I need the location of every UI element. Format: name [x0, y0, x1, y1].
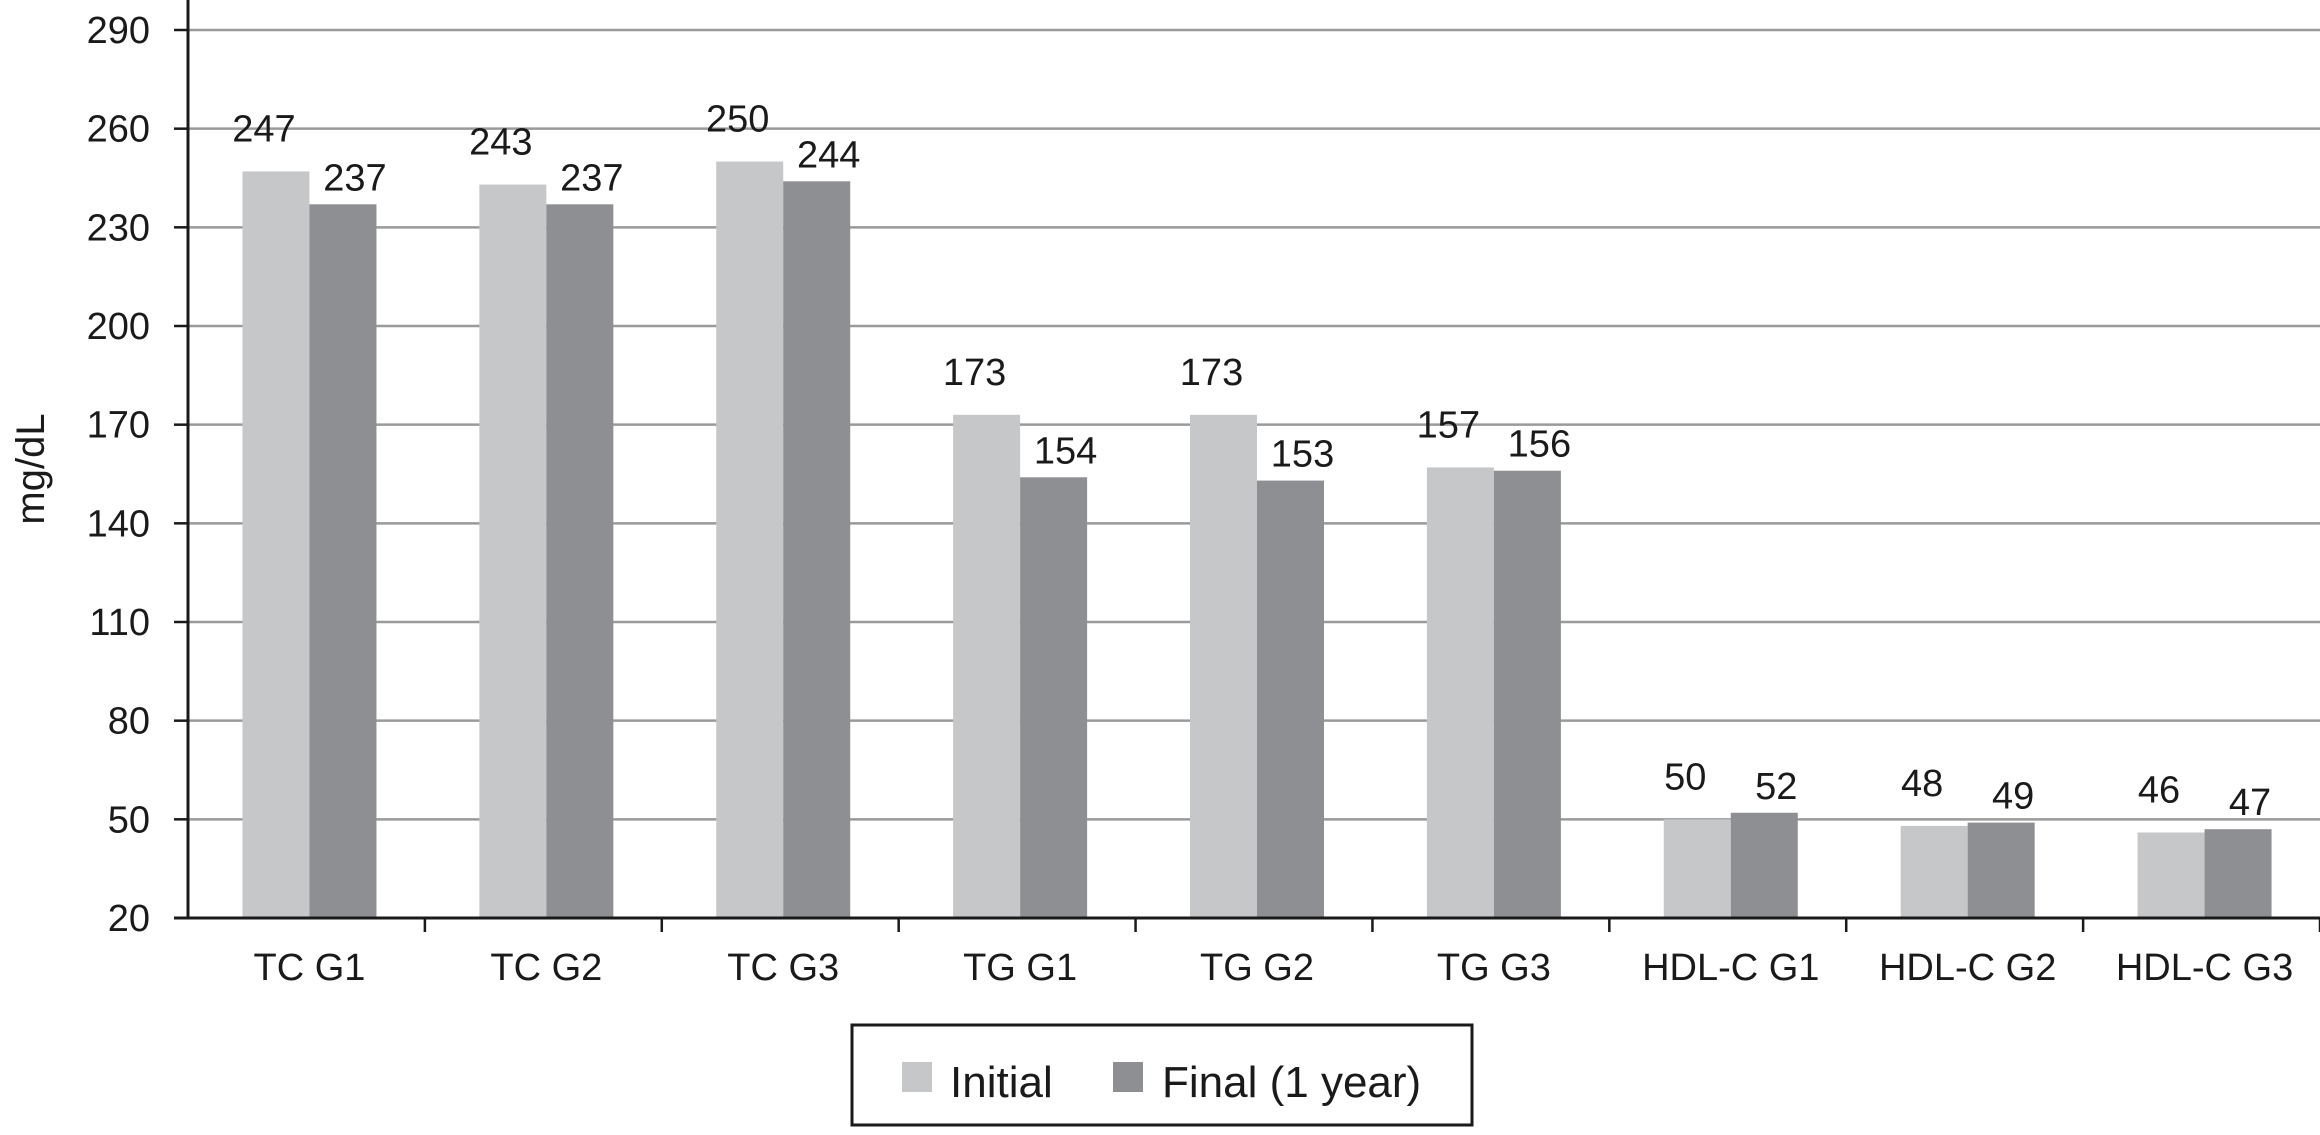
y-tick-label: 140	[87, 503, 150, 545]
bar-layer	[242, 161, 2272, 919]
bar	[1663, 819, 1731, 918]
data-label: 250	[706, 99, 769, 141]
bar	[716, 161, 784, 919]
data-label: 156	[1508, 424, 1571, 466]
legend-label-final: Final (1 year)	[1162, 1058, 1421, 1107]
bar	[1020, 477, 1088, 918]
y-axis-title: mg/dL	[9, 413, 53, 524]
bar	[1900, 825, 1968, 918]
data-label: 173	[1180, 352, 1243, 394]
data-label: 52	[1755, 766, 1797, 808]
data-label: 247	[232, 108, 295, 150]
category-label: TC G3	[727, 947, 839, 989]
data-label: 49	[1992, 776, 2034, 818]
data-label: 173	[943, 352, 1006, 394]
legend-label-initial: Initial	[950, 1058, 1053, 1107]
category-label: TG G1	[963, 947, 1077, 989]
bar	[2137, 832, 2205, 918]
bar	[1967, 822, 2035, 918]
data-label: 47	[2229, 782, 2271, 824]
data-label: 244	[797, 134, 860, 176]
data-label: 46	[2138, 769, 2180, 811]
y-tick-label: 170	[87, 405, 150, 447]
data-label: 153	[1271, 434, 1334, 476]
category-label: HDL-C G2	[1879, 947, 2056, 989]
data-label: 154	[1034, 430, 1097, 472]
y-tick-label: 20	[108, 898, 150, 940]
bar	[546, 204, 614, 919]
legend-swatch-initial	[902, 1062, 932, 1092]
category-label: TC G1	[253, 947, 365, 989]
data-label: 50	[1664, 756, 1706, 798]
y-tick-label: 260	[87, 109, 150, 151]
data-label: 237	[323, 157, 386, 199]
y-tick-label: 230	[87, 207, 150, 249]
bar	[1426, 467, 1494, 918]
category-label: TG G3	[1437, 947, 1551, 989]
y-tick-label: 80	[108, 701, 150, 743]
bar	[1493, 470, 1561, 918]
bar	[242, 171, 310, 918]
bar	[309, 204, 377, 919]
y-tick-label: 50	[108, 799, 150, 841]
category-label: HDL-C G3	[2116, 947, 2293, 989]
bar	[1190, 414, 1257, 918]
category-label: TG G2	[1200, 947, 1314, 989]
category-label: HDL-C G1	[1642, 947, 1819, 989]
bar	[479, 184, 547, 919]
data-label: 157	[1417, 404, 1480, 446]
legend-swatch-final	[1113, 1062, 1143, 1092]
data-label: 243	[469, 122, 532, 164]
axis-layer	[174, 0, 2320, 932]
legend: Initial Final (1 year)	[850, 1023, 1474, 1127]
data-label: 48	[1901, 763, 1943, 805]
y-tick-label: 200	[87, 306, 150, 348]
data-label: 237	[560, 157, 623, 199]
bar	[953, 414, 1021, 918]
bar	[783, 181, 851, 919]
y-tick-label: 110	[89, 602, 150, 644]
bar	[1257, 480, 1324, 918]
legend-frame	[850, 1023, 1474, 1127]
label-layer: 20 50 80 110 140 170 200 230 260 290 247 237 TC G1 24…	[87, 10, 2294, 989]
y-tick-label: 290	[87, 10, 150, 52]
bar	[2204, 829, 2272, 918]
category-label: TC G2	[490, 947, 602, 989]
bar	[1730, 812, 1798, 918]
